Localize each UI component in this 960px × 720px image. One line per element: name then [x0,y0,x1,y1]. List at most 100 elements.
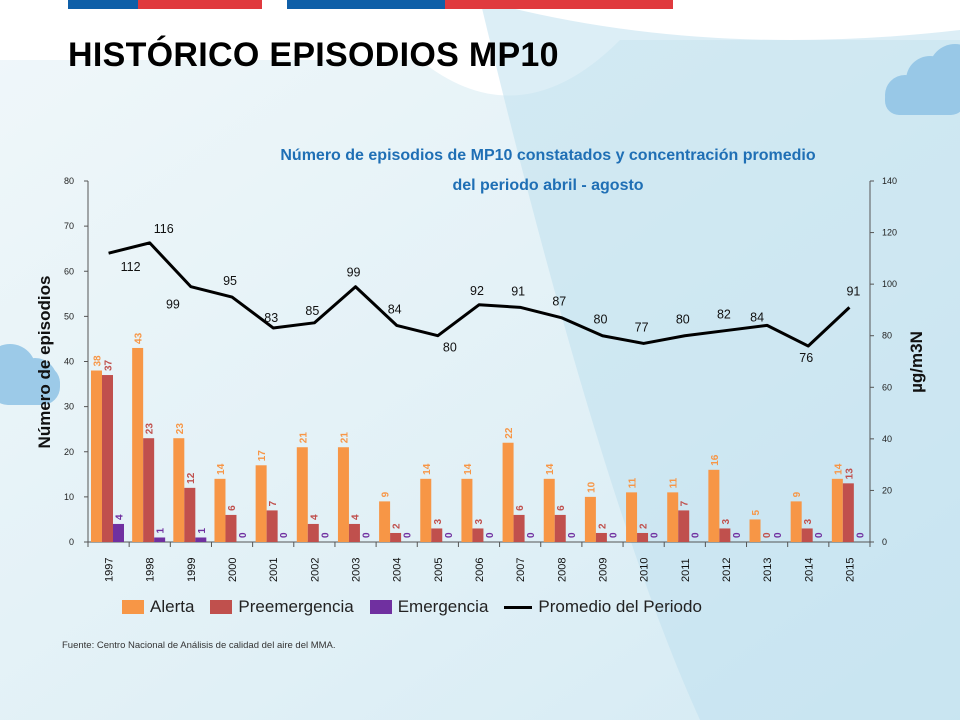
bar-label-alerta: 14 [463,463,474,475]
y-tick-label: 10 [64,492,74,502]
bar-emergencia [113,523,124,542]
line-label-promedio: 77 [635,320,649,334]
bar-label-emergencia: 0 [567,532,578,538]
bar-preemergencia [801,528,813,542]
x-tick-label: 2009 [597,558,609,582]
y2-tick-label: 40 [882,434,892,444]
y-tick-label: 30 [64,402,74,412]
bar-label-preemergencia: 3 [721,518,732,524]
bar-label-alerta: 38 [93,355,104,367]
bar-alerta [749,519,761,542]
brand-bar-blue-2 [287,0,445,9]
bar-alerta [255,465,267,542]
x-tick-label: 1999 [186,558,198,582]
bar-emergencia [195,537,207,542]
bar-label-emergencia: 0 [444,532,455,538]
x-tick-label: 2005 [433,558,445,582]
bar-alerta [626,492,638,542]
x-tick-label: 2008 [556,558,568,582]
bar-label-emergencia: 0 [608,532,619,538]
bar-preemergencia [431,528,443,542]
bar-label-preemergencia: 7 [268,500,279,506]
y2-tick-label: 20 [882,485,892,495]
bar-label-alerta: 21 [298,432,309,444]
bar-preemergencia [842,483,854,542]
bar-label-alerta: 14 [545,463,556,475]
bar-label-emergencia: 1 [197,527,208,533]
line-label-promedio: 92 [470,284,484,298]
bar-label-emergencia: 0 [855,532,866,538]
bar-label-emergencia: 0 [279,532,290,538]
y-tick-label: 60 [64,266,74,276]
bar-label-emergencia: 4 [115,514,126,520]
bar-alerta [667,492,679,542]
bar-alerta [708,469,720,542]
bar-series [91,347,854,542]
line-label-promedio: 112 [121,260,141,274]
bar-label-emergencia: 0 [526,532,537,538]
line-label-promedio: 91 [846,284,860,298]
line-promedio [108,241,851,348]
x-tick-label: 2011 [680,558,692,582]
bar-label-emergencia: 0 [732,532,743,538]
bar-label-emergencia: 0 [320,532,331,538]
bar-label-alerta: 11 [628,477,639,488]
bar-alerta [91,370,102,542]
line-label-promedio: 99 [347,266,361,280]
bar-alerta [337,447,349,542]
line-label-promedio: 116 [154,222,174,236]
bar-label-alerta: 17 [257,450,268,462]
line-label-promedio: 80 [594,313,608,327]
bar-alerta [296,447,308,542]
x-tick-label: 2001 [268,558,280,582]
bar-label-alerta: 43 [134,332,145,344]
bar-label-alerta: 9 [792,491,803,497]
bar-preemergencia [472,528,484,542]
bar-label-emergencia: 0 [403,532,414,538]
bar-alerta [790,501,802,542]
bar-preemergencia [595,532,607,542]
x-tick-label: 2015 [844,558,856,582]
bar-alerta [543,478,555,542]
bar-label-alerta: 14 [833,463,844,475]
x-tick-label: 2007 [515,558,527,582]
x-tick-label: 2006 [474,558,486,582]
line-series [108,241,851,348]
y-tick-label: 80 [64,176,74,186]
bar-label-alerta: 10 [586,481,597,493]
legend-swatch-emergencia [369,600,392,614]
bar-label-preemergencia: 13 [844,468,855,480]
line-label-promedio: 80 [676,313,690,327]
cloud-decoration-left [0,344,60,405]
page-title: HISTÓRICO EPISODIOS MP10 [68,36,559,74]
y2-axis-title: µg/m3N [907,331,926,393]
bar-alerta [502,442,514,542]
line-label-promedio: 95 [223,274,237,288]
legend-item-preemergencia: Preemergencia [210,597,354,617]
bar-label-preemergencia: 6 [515,505,526,511]
chart-legend: Alerta Preemergencia Emergencia Promedio… [122,597,718,617]
line-label-promedio: 76 [799,351,813,365]
bar-preemergencia [225,514,237,542]
legend-line-promedio [504,605,533,609]
bar-label-emergencia: 0 [485,532,496,538]
x-tick-label: 2012 [721,558,733,582]
bar-alerta [379,501,391,542]
chart-title: Número de episodios de MP10 constatados … [280,147,815,164]
legend-swatch-preemergencia [210,600,233,614]
bar-preemergencia [719,528,731,542]
x-tick-label: 2014 [803,558,815,582]
bar-label-preemergencia: 2 [392,523,403,529]
bar-label-preemergencia: 12 [186,472,197,484]
bar-label-preemergencia: 6 [227,505,238,511]
y2-tick-label: 80 [882,331,892,341]
y2-tick-label: 60 [882,382,892,392]
y-tick-label: 50 [64,311,74,321]
bar-label-emergencia: 0 [814,532,825,538]
legend-label-emergencia: Emergencia [397,597,489,616]
y-tick-label: 40 [64,357,74,367]
bar-alerta [173,438,185,542]
x-tick-label: 2002 [309,558,321,582]
